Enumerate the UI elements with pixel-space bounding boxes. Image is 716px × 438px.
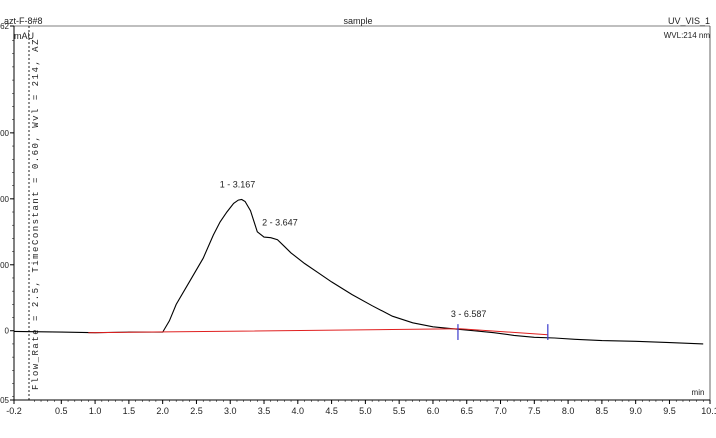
- x-tick-label: 6.0: [427, 406, 440, 416]
- x-tick-label: 7.5: [528, 406, 541, 416]
- x-tick-label: 3.0: [224, 406, 237, 416]
- x-tick-label: 2.5: [190, 406, 203, 416]
- axes: -0.2 0.5 1.0 1.5 2.0 2.5 3.0 3.5 4.0 4.5 5.0 5.5 6.0…: [0, 22, 716, 416]
- signal-trace: [13, 198, 704, 345]
- x-tick-label: 4.0: [292, 406, 305, 416]
- x-tick-label: 6.5: [460, 406, 473, 416]
- y-tick-label: 300: [0, 129, 10, 138]
- baseline-trace: [88, 328, 548, 336]
- x-tick-label: 8.5: [596, 406, 609, 416]
- x-tick-label: -0.2: [6, 406, 22, 416]
- header-sample-id: azt-F-8#8: [4, 16, 43, 26]
- x-tick-label: 1.0: [89, 406, 102, 416]
- header-title: sample: [343, 16, 373, 26]
- y-tick-label: -105: [0, 396, 10, 405]
- x-tick-label: 10.1: [701, 406, 716, 416]
- x-tick-label: 1.5: [123, 406, 136, 416]
- x-tick-label: 8.0: [562, 406, 575, 416]
- x-tick-label: 5.0: [359, 406, 372, 416]
- x-tick-label: 7.0: [494, 406, 507, 416]
- y-tick-label: 200: [0, 195, 10, 204]
- y-tick-label: 462: [0, 22, 10, 31]
- header-channel: UV_VIS_1: [667, 16, 710, 26]
- x-tick-label: 2.0: [156, 406, 169, 416]
- x-tick-label: 9.0: [629, 406, 642, 416]
- x-tick-label: 3.5: [258, 406, 271, 416]
- x-tick-label: 4.5: [325, 406, 338, 416]
- header-wavelength: WVL:214 nm: [663, 31, 710, 40]
- y-tick-label: 100: [0, 261, 10, 270]
- peak-label: 2 - 3.647: [262, 218, 298, 228]
- y-tick-label: 0: [5, 327, 10, 336]
- x-axis-unit: min: [692, 388, 705, 397]
- plot-labels: 1 - 3.167 2 - 3.647 3 - 6.587: [220, 179, 487, 318]
- plot-marks: [13, 198, 704, 345]
- x-tick-label: 5.5: [393, 406, 406, 416]
- x-tick-label: 0.5: [55, 406, 68, 416]
- x-tick-label: 9.5: [663, 406, 676, 416]
- y-axis-unit: mAU: [14, 31, 34, 41]
- peak-label: 3 - 6.587: [451, 309, 487, 319]
- peak-label: 1 - 3.167: [220, 179, 256, 189]
